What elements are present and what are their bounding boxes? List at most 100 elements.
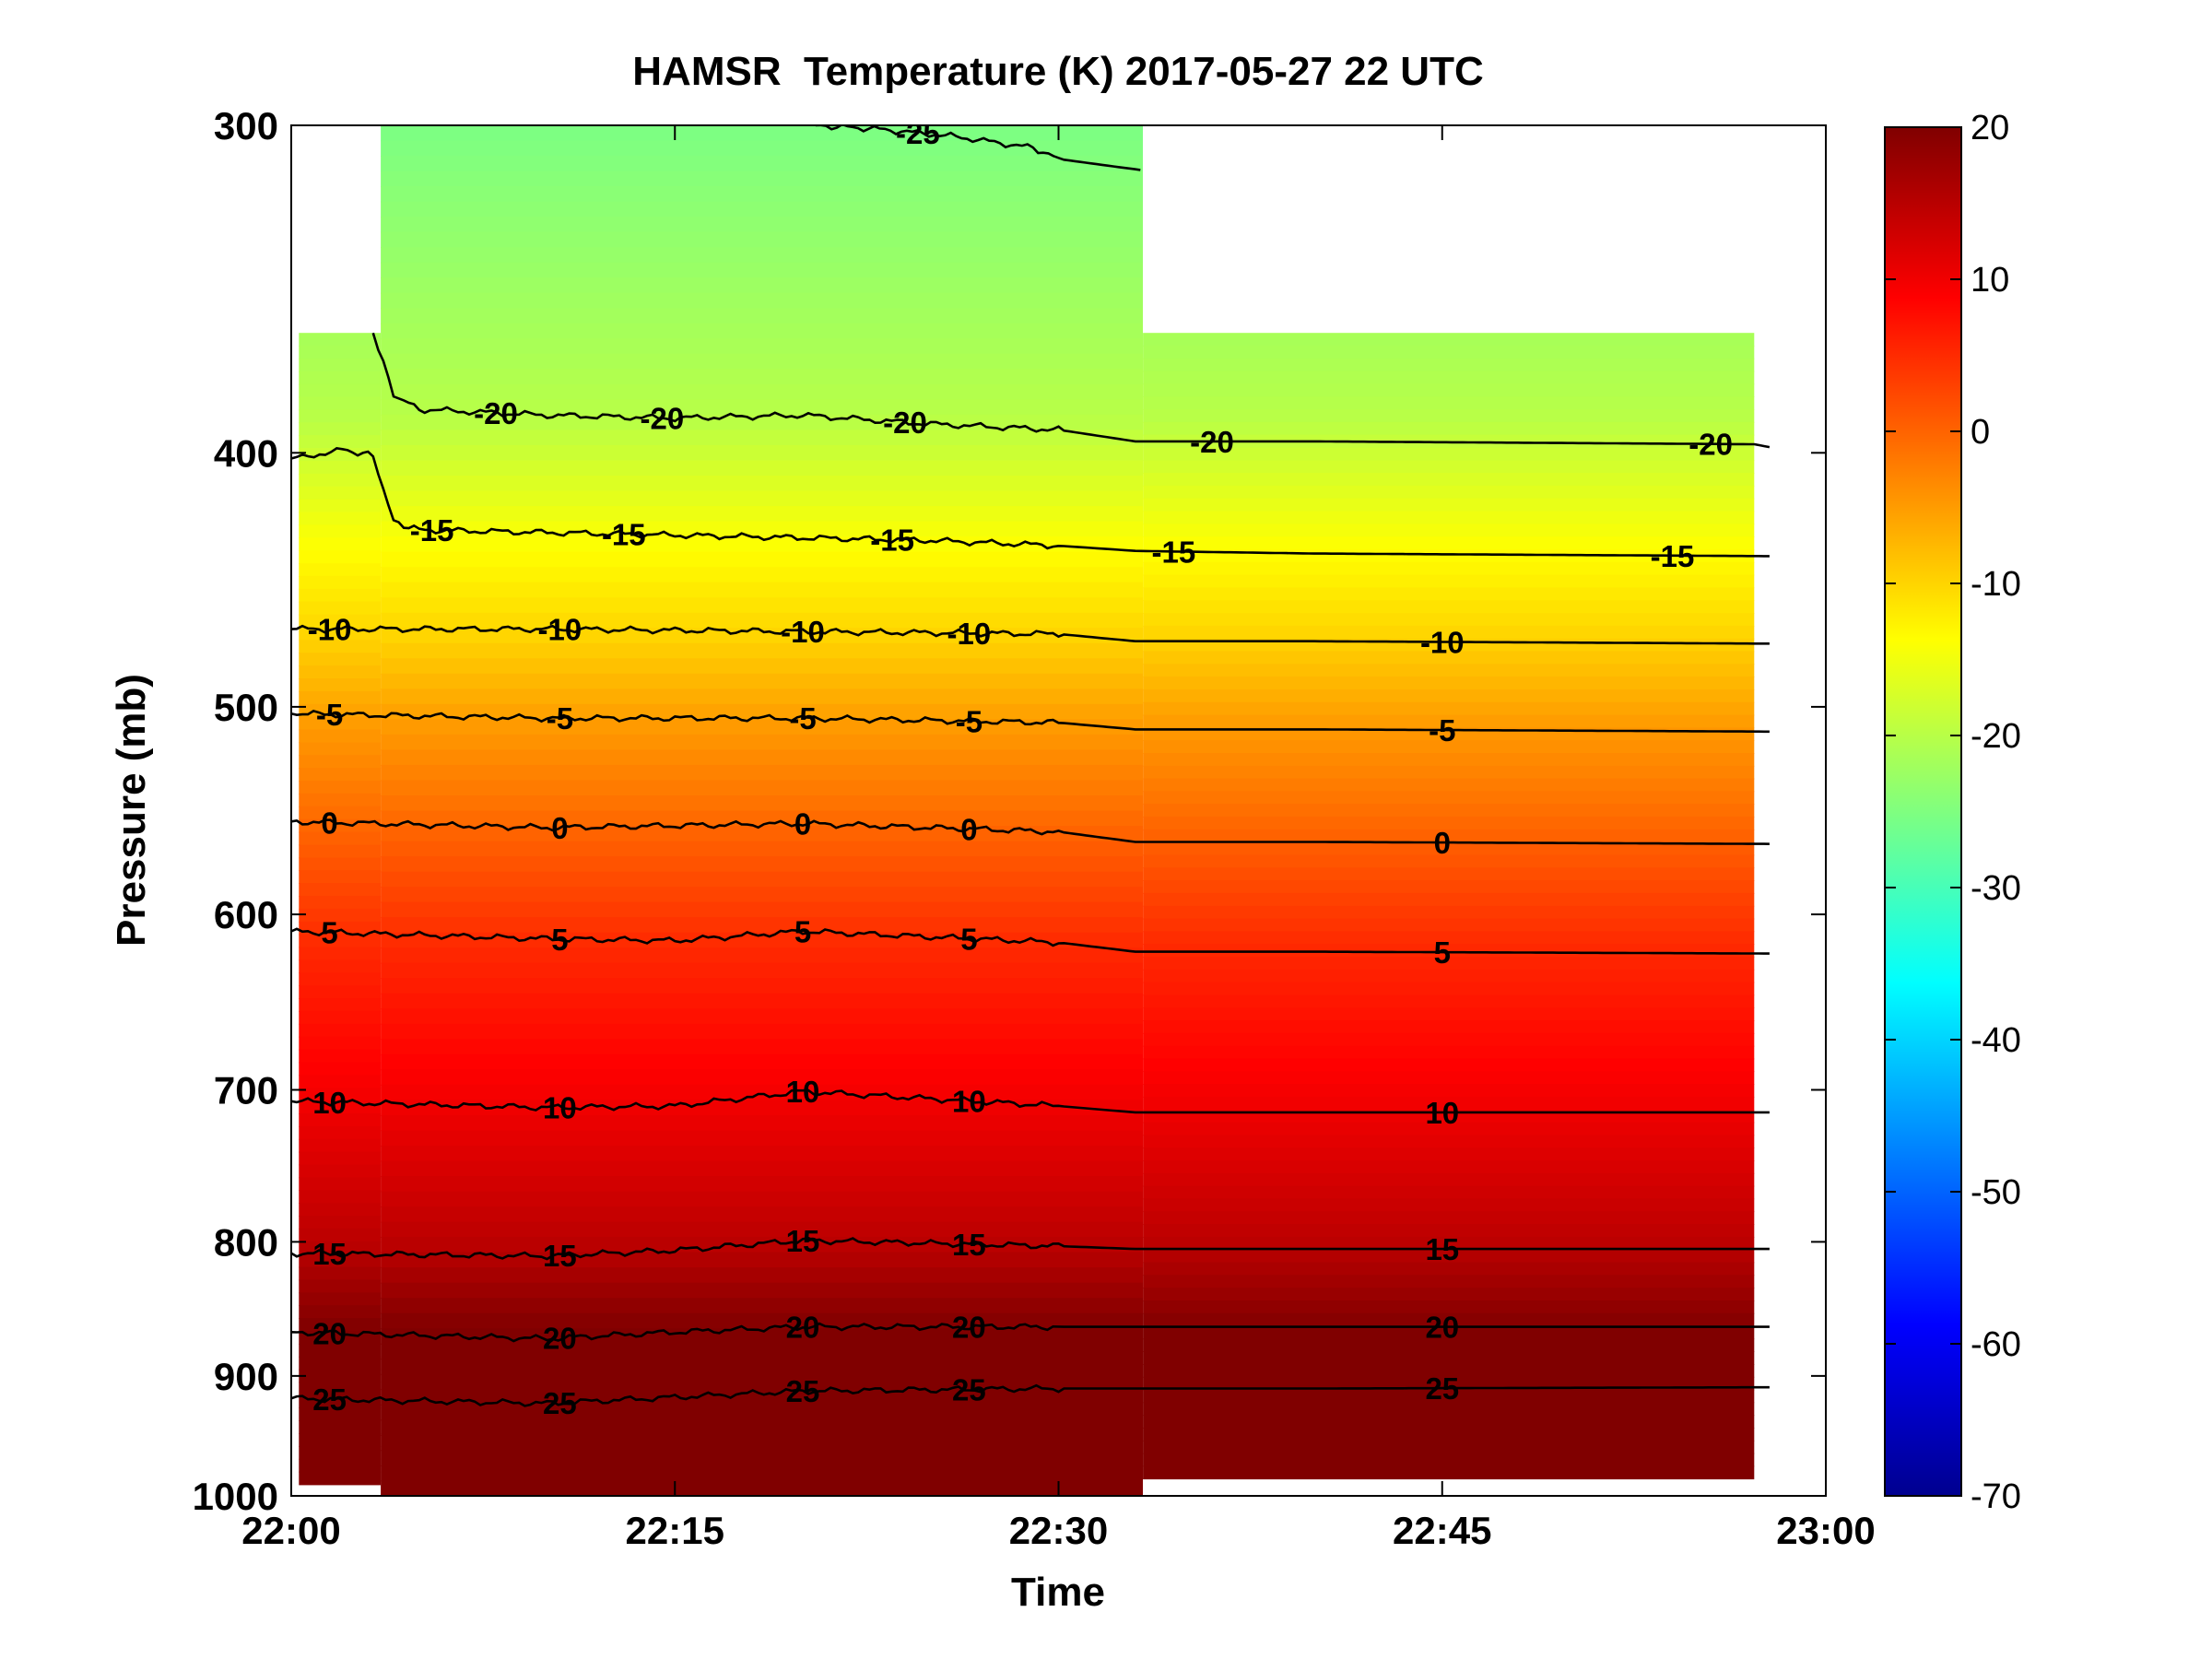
- x-tick-label: 22:45: [1393, 1509, 1491, 1552]
- heatmap-band: [381, 383, 1144, 401]
- heatmap-band: [299, 972, 382, 986]
- heatmap-band: [381, 1008, 1144, 1025]
- heatmap-band: [299, 1010, 382, 1025]
- heatmap-band: [299, 716, 382, 731]
- heatmap-band: [381, 795, 1144, 812]
- heatmap-band: [299, 473, 382, 488]
- heatmap-band: [381, 1069, 1144, 1086]
- heatmap-band: [381, 567, 1144, 583]
- x-tick-label: 22:00: [241, 1509, 340, 1552]
- contour-label: 15: [543, 1239, 577, 1273]
- heatmap-band: [1143, 957, 1755, 971]
- x-tick-label: 23:00: [1776, 1509, 1875, 1552]
- contour-label: -15: [1651, 539, 1695, 573]
- heatmap-band: [1143, 447, 1755, 462]
- heatmap-band: [299, 1190, 382, 1204]
- contour-label: 20: [952, 1311, 986, 1345]
- heatmap-band: [381, 308, 1144, 324]
- heatmap-band: [381, 551, 1144, 568]
- contour-label: 20: [1425, 1311, 1459, 1345]
- contour-label: -25: [896, 116, 940, 150]
- heatmap-band: [381, 460, 1144, 477]
- contour-line: [291, 624, 1770, 645]
- contour-label: -15: [1152, 535, 1196, 569]
- heatmap-band: [299, 921, 382, 935]
- contour-label: 5: [1434, 935, 1451, 970]
- heatmap-band: [381, 734, 1144, 751]
- heatmap-band: [1143, 1160, 1755, 1174]
- isotherm-contours: -25 -20 -20 -20 -20 -20 -15 -15 -15 -15 -15 -10 -10 -…: [291, 116, 1771, 1420]
- heatmap-band: [299, 524, 382, 539]
- heatmap-band: [1143, 1402, 1755, 1417]
- heatmap-band: [381, 1312, 1144, 1329]
- heatmap-band: [1143, 1236, 1755, 1251]
- heatmap-band: [299, 870, 382, 884]
- heatmap-band: [1143, 1453, 1755, 1467]
- heatmap-band: [299, 665, 382, 679]
- contour-label: 15: [1425, 1232, 1459, 1266]
- contour-line: [291, 818, 1770, 845]
- heatmap-band: [299, 512, 382, 526]
- chart-title: HAMSR Temperature (K) 2017-05-27 22 UTC: [632, 49, 1483, 94]
- contour-label: -10: [538, 613, 582, 647]
- heatmap-band: [1143, 651, 1755, 665]
- heatmap-band: [1143, 791, 1755, 805]
- contour-label: -20: [883, 406, 927, 440]
- contour-label: 5: [321, 916, 337, 950]
- heatmap-band: [1143, 1415, 1755, 1429]
- heatmap-band: [299, 1433, 382, 1447]
- heatmap-band: [381, 1084, 1144, 1101]
- contour-label: -15: [870, 524, 914, 558]
- contour-label: -20: [1688, 428, 1733, 462]
- heatmap-band: [381, 1160, 1144, 1177]
- heatmap-band: [299, 1369, 382, 1383]
- heatmap-band: [1143, 701, 1755, 716]
- x-axis-label: Time: [1011, 1570, 1105, 1615]
- contour-label: 0: [794, 807, 811, 841]
- heatmap-band: [1143, 561, 1755, 576]
- contour-line: [291, 1088, 1770, 1114]
- heatmap-band: [381, 658, 1144, 675]
- heatmap-band: [299, 371, 382, 385]
- heatmap-band: [1143, 524, 1755, 537]
- heatmap-band: [299, 1356, 382, 1371]
- heatmap-band: [381, 292, 1144, 309]
- heatmap-band: [299, 1305, 382, 1319]
- y-tick-label: 1000: [193, 1475, 278, 1518]
- heatmap-band: [1143, 1185, 1755, 1200]
- heatmap-band: [1143, 1071, 1755, 1085]
- heatmap-band: [1143, 854, 1755, 869]
- colorbar-tick-label: -20: [1971, 717, 2021, 756]
- heatmap-band: [381, 338, 1144, 355]
- heatmap-band: [1143, 1288, 1755, 1301]
- heatmap-band: [1143, 1198, 1755, 1213]
- heatmap-band: [299, 781, 382, 794]
- heatmap-band: [381, 277, 1144, 294]
- contour-label: 25: [786, 1374, 820, 1408]
- heatmap-band: [1143, 600, 1755, 614]
- heatmap-band: [1143, 880, 1755, 894]
- heatmap-band: [381, 140, 1144, 157]
- heatmap-band: [381, 1298, 1144, 1314]
- heatmap-band: [299, 333, 382, 347]
- heatmap-band: [299, 601, 382, 616]
- heatmap-band: [1143, 765, 1755, 780]
- heatmap-band: [381, 582, 1144, 598]
- contour-line: [291, 1383, 1770, 1407]
- y-tick-label: 500: [214, 686, 278, 729]
- heatmap-band: [1143, 677, 1755, 690]
- heatmap-band: [381, 1114, 1144, 1132]
- heatmap-band: [381, 1191, 1144, 1207]
- plot-area: -25 -20 -20 -20 -20 -20 -15 -15 -15 -15 -15 -10 -10 -…: [193, 104, 1876, 1552]
- heatmap-band: [299, 1138, 382, 1153]
- heatmap-band: [299, 550, 382, 564]
- contour-label: -10: [308, 613, 352, 647]
- y-tick-label: 600: [214, 893, 278, 936]
- heatmap-band: [381, 1146, 1144, 1162]
- contour-label: -10: [781, 615, 825, 649]
- y-tick-label: 300: [214, 104, 278, 147]
- heatmap-band: [381, 1404, 1144, 1421]
- contour-label: 10: [952, 1085, 986, 1119]
- heatmap-band: [381, 1252, 1144, 1268]
